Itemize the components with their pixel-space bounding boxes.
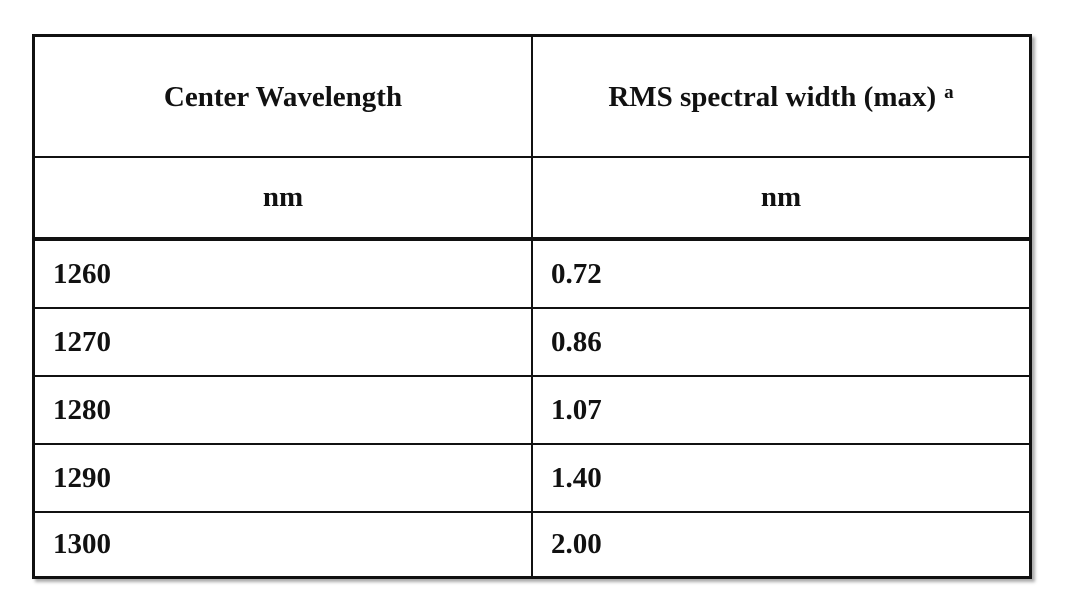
- data-cell: 1300: [35, 513, 531, 576]
- cell-text: 1260: [53, 257, 111, 290]
- data-cell: 1270: [35, 309, 531, 375]
- cell-text: 0.72: [551, 257, 602, 290]
- unit-text: nm: [760, 181, 802, 213]
- table: Center Wavelength RMS spectral width (ma…: [32, 34, 1032, 579]
- footnote-mark: a: [944, 82, 954, 103]
- row-divider: [35, 375, 1029, 377]
- data-cell: 2.00: [533, 513, 1029, 576]
- header-text: RMS spectral width (max): [608, 80, 937, 113]
- data-cell: 1260: [35, 241, 531, 307]
- row-divider: [35, 511, 1029, 513]
- row-divider: [35, 307, 1029, 309]
- unit-text: nm: [262, 181, 304, 213]
- data-cell: 1.07: [533, 377, 1029, 443]
- unit-cell: nm: [35, 158, 531, 237]
- header-cell: Center Wavelength: [35, 37, 531, 157]
- header-divider: [35, 237, 1029, 241]
- header-text: Center Wavelength: [163, 80, 403, 113]
- data-cell: 0.72: [533, 241, 1029, 307]
- cell-text: 1.07: [551, 393, 602, 426]
- row-divider: [35, 156, 1029, 158]
- cell-text: 2.00: [551, 528, 602, 560]
- column-divider: [531, 37, 533, 576]
- data-cell: 0.86: [533, 309, 1029, 375]
- cell-text: 1.40: [551, 461, 602, 494]
- row-divider: [35, 443, 1029, 445]
- unit-cell: nm: [533, 158, 1029, 237]
- cell-text: 1270: [53, 325, 111, 358]
- header-cell: RMS spectral width (max) a: [533, 37, 1029, 157]
- data-cell: 1.40: [533, 445, 1029, 511]
- cell-text: 0.86: [551, 325, 602, 358]
- cell-text: 1290: [53, 461, 111, 494]
- data-cell: 1290: [35, 445, 531, 511]
- cell-text: 1280: [53, 393, 111, 426]
- cell-text: 1300: [53, 528, 111, 560]
- data-cell: 1280: [35, 377, 531, 443]
